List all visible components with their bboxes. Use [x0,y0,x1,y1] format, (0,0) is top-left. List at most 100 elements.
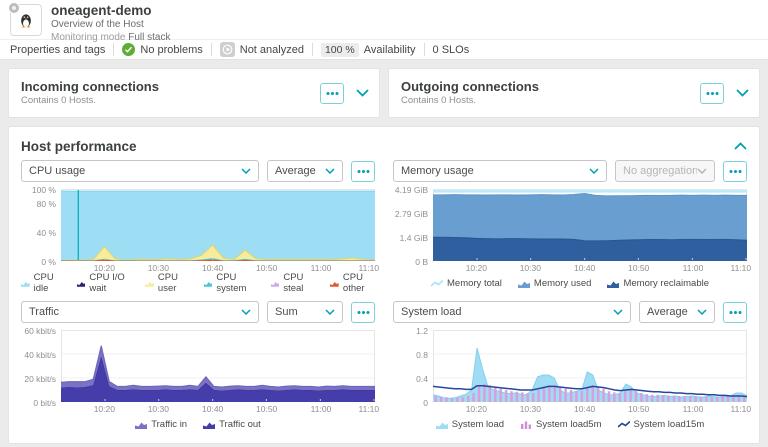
y-tick-label: 100 % [31,185,56,195]
chevron-down-icon [697,309,707,315]
more-options-button[interactable] [723,160,747,182]
y-tick-label: 0.8 [416,350,428,360]
y-tick-label: 60 kbit/s [24,326,56,336]
traffic-panel: Traffic Sum 60 kbit/s 40 kbit/s 20 kbit/s 0… [21,300,379,433]
legend-label: Traffic in [151,418,188,430]
aggregation-select[interactable]: Average [267,160,343,182]
y-axis-labels: 1.2 0.8 0.4 0 [393,326,433,408]
x-tick-label: 10:40 [202,404,224,414]
chart-legend: Traffic in Traffic out [21,415,375,433]
metric-select[interactable]: System load [393,301,631,323]
more-options-button[interactable] [320,82,344,104]
expand-section-button[interactable] [736,89,749,97]
legend-label: Memory reclaimable [623,277,709,289]
x-axis-labels: 10:20 10:30 10:40 10:50 11:00 11:10 [433,261,751,274]
chevron-down-icon [241,309,251,315]
y-tick-label: 40 kbit/s [24,350,56,360]
area-legend-icon [435,422,448,429]
bars-legend-icon [521,421,532,429]
slos-link[interactable]: 0 SLOs [432,43,470,56]
x-tick-label: 10:40 [574,263,596,273]
divider [210,43,212,56]
legend-item[interactable]: CPU other [330,272,375,294]
more-options-button[interactable] [723,301,747,323]
host-performance-card: Host performance CPU usage Average [8,126,760,444]
chevron-up-icon [734,142,747,150]
more-options-button[interactable] [351,160,375,182]
area-legend-icon [330,281,339,287]
x-tick-label: 10:30 [519,404,541,414]
properties-and-tags-link[interactable]: Properties and tags [10,43,106,56]
x-tick-label: 11:00 [310,404,332,414]
x-tick-label: 10:20 [465,404,487,414]
y-tick-label: 1.2 [416,326,428,336]
area-legend-icon [517,281,530,288]
area-legend-icon [76,281,86,287]
x-tick-label: 10:20 [93,404,115,414]
memory-usage-chart[interactable] [433,189,747,261]
legend-label: CPU I/O wait [89,272,125,294]
area-legend-icon [270,281,280,287]
area-legend-icon [135,422,148,429]
chevron-down-icon [241,168,251,174]
legend-item[interactable]: CPU steal [270,272,315,294]
legend-item[interactable]: CPU idle [21,272,61,294]
ellipsis-icon [357,169,360,173]
area-legend-icon [21,281,30,287]
y-tick-label: 0 B [415,257,428,267]
metric-select[interactable]: Memory usage [393,160,607,182]
expand-section-button[interactable] [356,89,369,97]
legend-item[interactable]: Traffic in [135,419,187,430]
x-tick-label: 10:30 [147,404,169,414]
collapse-section-button[interactable] [734,142,747,150]
analysis-status[interactable]: Not analyzed [219,42,304,57]
legend-item[interactable]: System load5m [520,418,602,430]
more-options-button[interactable] [700,82,724,104]
x-tick-label: 10:30 [147,263,169,273]
x-tick-label: 10:20 [93,263,115,273]
chart-legend: CPU idle CPU I/O wait CPU user CPU system CP… [21,272,375,294]
host-entity-icon [8,2,42,36]
legend-item[interactable]: Memory total [431,278,502,289]
metric-select[interactable]: Traffic [21,301,259,323]
traffic-chart[interactable] [61,330,375,402]
page-subtitle: Overview of the Host [51,19,144,31]
x-tick-label: 10:50 [256,263,278,273]
more-options-button[interactable] [351,301,375,323]
legend-item[interactable]: System load15m [617,419,704,430]
legend-item[interactable]: CPU system [203,272,255,294]
legend-label: CPU system [216,272,247,294]
aggregation-select[interactable]: Sum [267,301,343,323]
legend-item[interactable]: Traffic out [203,419,261,430]
x-tick-label: 10:20 [465,263,487,273]
availability-status[interactable]: 100 % Availability [320,42,416,57]
chart-legend: System load System load5m System load15m [393,415,747,433]
x-tick-label: 11:00 [682,263,704,273]
x-tick-label: 11:00 [682,404,704,414]
legend-item[interactable]: CPU user [145,272,187,294]
divider [113,43,115,56]
x-tick-label: 11:10 [358,404,380,414]
cpu-usage-panel: CPU usage Average 100 % 80 % 40 % 0 % 10:20… [21,159,379,294]
area-legend-icon [203,281,213,287]
legend-item[interactable]: CPU I/O wait [76,272,130,294]
legend-item[interactable]: Memory used [517,278,591,289]
x-tick-label: 11:10 [730,404,752,414]
problems-status[interactable]: No problems [122,43,203,56]
status-bar: Properties and tags No problems Not anal… [0,39,768,60]
legend-item[interactable]: System load [435,419,504,430]
outgoing-connections-title: Outgoing connections [401,78,539,94]
legend-item[interactable]: Memory reclaimable [607,278,709,289]
system-load-chart[interactable] [433,330,747,402]
y-tick-label: 0.4 [416,374,428,384]
legend-label: System load5m [536,418,602,430]
metric-select[interactable]: CPU usage [21,160,259,182]
line-legend-icon [617,420,630,428]
y-tick-label: 40 % [36,228,56,239]
aggregation-select[interactable]: Average [639,301,715,323]
chart-legend: Memory total Memory used Memory reclaimabl… [393,274,747,292]
cpu-usage-chart[interactable] [61,189,375,261]
system-load-panel: System load Average 1.2 0.8 0.4 0 10:20 10:3… [393,300,751,433]
outgoing-connections-subtitle: Contains 0 Hosts. [401,94,476,106]
linux-penguin-icon [21,14,31,28]
